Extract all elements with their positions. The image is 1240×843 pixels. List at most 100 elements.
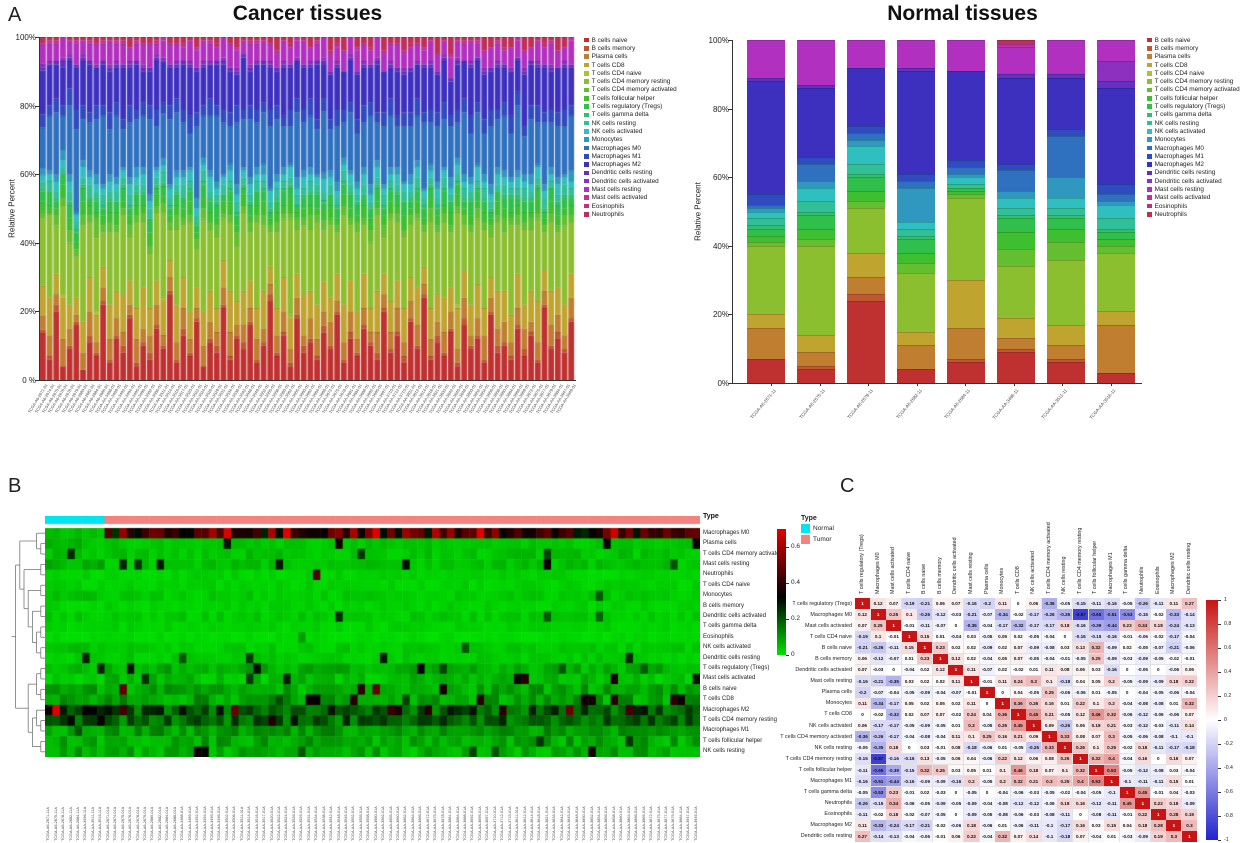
correlation-cell: -0.05 [963, 786, 980, 798]
legend-label: Dendritic cells activated [591, 177, 659, 185]
heatmap-sample-label: TCGA-AA-3879-01A [671, 806, 676, 841]
heatmap-sample-label: TCGA-AA-3494-01A [202, 806, 207, 841]
legend-swatch [584, 104, 589, 109]
correlation-cell: -0.04 [1119, 753, 1135, 765]
correlation-cell: -0.18 [963, 742, 980, 754]
correlation-cell: 0.07 [1041, 764, 1057, 776]
y-tick-label: 20% [19, 307, 36, 317]
color-key-tick-label: 0.4 [791, 579, 801, 586]
colorbar-tick-label: -0.6 [1224, 789, 1233, 795]
heatmap-sample-label: TCGA-AA-3552-01A [351, 806, 356, 841]
correlation-cell: -0.05 [1150, 686, 1166, 698]
heatmap-sample-label: TCGA-AA-3524-01A [284, 806, 289, 841]
stacked-bar [947, 40, 985, 383]
correlation-cell: -0.05 [1135, 664, 1151, 676]
heatmap-sample-label: TCGA-A6-2671-01A [105, 806, 110, 841]
heatmap-sample-label: TCGA-AA-3531-01A [306, 806, 311, 841]
correlation-colorbar [1206, 600, 1218, 840]
legend-label: Monocytes [591, 136, 623, 144]
legend-label: Macrophages M0 [591, 144, 641, 152]
bar-segment [1047, 136, 1085, 178]
legend-swatch [584, 37, 589, 43]
correlation-cell: 0.18 [886, 809, 902, 820]
correlation-cell: 0.04 [979, 709, 995, 720]
bar-segment [847, 208, 885, 253]
legend-label: T cells CD4 memory resting [1154, 78, 1234, 86]
legend-item: T cells CD4 memory resting [584, 77, 677, 85]
correlation-column-label-text: T cells follicular helper [1092, 540, 1099, 594]
bar-segment [747, 81, 785, 195]
legend-item: T cells follicular helper [1147, 94, 1240, 102]
correlation-cell: 0.34 [886, 798, 902, 809]
colorbar-tick-label: 0.2 [1224, 693, 1232, 699]
correlation-cell: -0.17 [886, 698, 902, 709]
bar-segment [1097, 252, 1135, 311]
correlation-cell: -0.36 [1041, 598, 1057, 609]
correlation-cell: 0.25 [870, 620, 886, 631]
bar-segment [847, 300, 885, 383]
legend-label: B cells memory [1154, 44, 1199, 52]
correlation-cell: 0.25 [886, 609, 902, 620]
correlation-cell: -0.11 [1166, 720, 1182, 731]
correlation-cell: -0.03 [1119, 831, 1135, 842]
colorbar-tick-mark [1218, 840, 1221, 841]
colorbar-tick-mark [1218, 792, 1221, 793]
y-tick-label: 100% [15, 33, 36, 42]
correlation-cell: 0.05 [932, 698, 948, 709]
bar-segment [797, 214, 835, 229]
correlation-row-label: Dendritic cells activated [795, 667, 852, 674]
correlation-cell: 0 [1010, 598, 1026, 609]
bar-segment [997, 232, 1035, 250]
correlation-cell: -0.01 [886, 631, 902, 642]
legend-item: Neutrophils [1147, 210, 1240, 218]
legend-label: T cells CD4 memory activated [591, 86, 677, 94]
correlation-cell: 0.07 [1181, 753, 1197, 765]
dendrogram [11, 532, 45, 753]
legend-item: B cells memory [584, 44, 677, 52]
correlation-cell: -0.06 [979, 742, 995, 754]
cancer-x-axis-line [39, 380, 576, 381]
correlation-cell: 0.02 [917, 664, 933, 676]
legend-label: Macrophages M0 [1154, 144, 1204, 152]
correlation-cell: -0.09 [917, 775, 933, 787]
correlation-cell: 0.01 [932, 631, 948, 642]
correlation-cell: 0.12 [1010, 753, 1026, 765]
legend-label: Plasma cells [1154, 53, 1191, 61]
correlation-cell: -0.11 [1088, 598, 1104, 609]
correlation-cell: -0.02 [1010, 664, 1026, 676]
correlation-cell: 0.21 [1010, 731, 1026, 742]
correlation-cell: 0.25 [1057, 775, 1073, 787]
correlation-cell: -0.12 [1135, 720, 1151, 731]
heatmap-row-label: T cells CD8 [703, 696, 734, 703]
correlation-cell: 0.25 [932, 764, 948, 776]
correlation-cell: -0.26 [855, 798, 871, 809]
bar-segment [897, 173, 935, 181]
correlation-row-label: NK cells resting [814, 744, 852, 751]
correlation-cell: 1 [1041, 731, 1057, 742]
legend-swatch [1147, 120, 1152, 126]
bar-segment [997, 218, 1035, 233]
correlation-cell: 1 [1057, 742, 1073, 754]
correlation-cell: -0.04 [1181, 631, 1197, 642]
correlation-cell: 1 [948, 664, 964, 676]
legend-item: T cells gamma delta [1147, 111, 1240, 119]
legend-label: T cells CD8 [1154, 61, 1188, 69]
correlation-cell: -0.09 [1135, 675, 1151, 687]
type-legend-items: Normal Tumor [801, 524, 834, 544]
legend-swatch [1147, 170, 1152, 176]
correlation-row-label: T cells CD4 naive [809, 633, 852, 640]
correlation-column-label-text: Monocytes [999, 567, 1006, 594]
correlation-cell: -0.09 [1135, 831, 1151, 842]
correlation-cell: -0.16 [1072, 620, 1089, 631]
y-tick-label: 0 % [22, 376, 36, 385]
bar-segment [997, 208, 1035, 215]
correlation-cell: -0.02 [901, 809, 917, 820]
correlation-cell: -0.36 [855, 731, 871, 742]
correlation-cell: -0.05 [932, 809, 948, 820]
bar-segment [1047, 228, 1085, 243]
y-tick-label: 100% [708, 36, 729, 45]
correlation-cell: -0.05 [1057, 598, 1073, 609]
correlation-cell: 1 [979, 686, 995, 698]
correlation-cell: -0.65 [870, 764, 886, 776]
correlation-cell: -0.06 [1119, 709, 1135, 720]
